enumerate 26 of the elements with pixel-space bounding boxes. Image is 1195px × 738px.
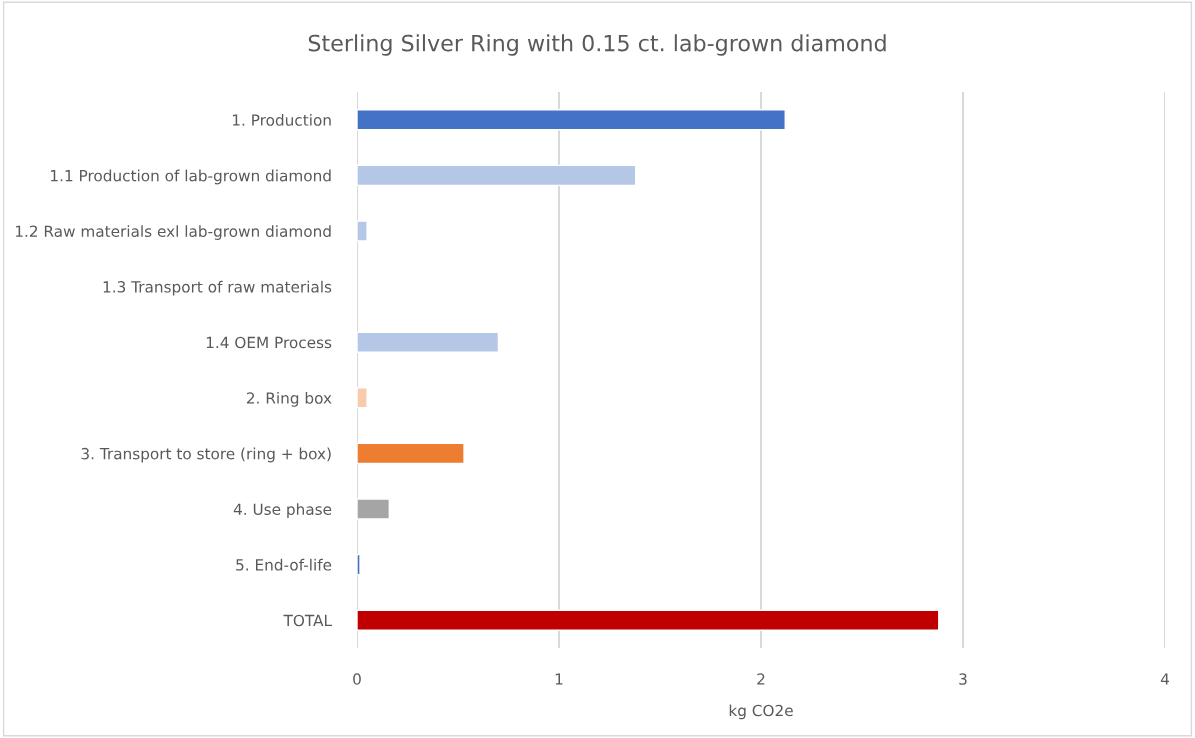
bar [357, 553, 361, 576]
bar [357, 220, 368, 242]
bar [357, 164, 637, 187]
bar [357, 331, 500, 353]
y-tick-label: 5. End-of-life [236, 558, 332, 571]
bar [357, 109, 786, 131]
x-tick-label: 2 [757, 673, 765, 685]
bar [357, 609, 940, 631]
bar [357, 387, 368, 409]
x-tick-label: 3 [959, 673, 967, 685]
x-tick-label: 1 [555, 673, 563, 685]
x-tick-label: 0 [353, 673, 361, 685]
y-tick-label: 2. Ring box [246, 392, 332, 407]
y-tick-label: 3. Transport to store (ring + box) [81, 447, 331, 463]
chart-title: Sterling Silver Ring with 0.15 ct. lab-grown diamond [308, 34, 886, 56]
y-tick-label: 1.4 OEM Process [206, 336, 332, 349]
y-tick-label: 1. Production [232, 114, 331, 126]
y-tick-label: 1.3 Transport of raw materials [103, 280, 332, 296]
x-tick-label: 4 [1160, 673, 1169, 685]
y-tick-label: 4. Use phase [233, 503, 332, 518]
y-tick-label: 1.2 Raw materials exl lab-grown diamond [15, 225, 331, 240]
x-axis-title: kg CO2e [729, 704, 793, 720]
bar [357, 498, 391, 520]
y-tick-label: 1.1 Production of lab-grown diamond [51, 169, 331, 185]
bar [357, 442, 465, 465]
y-tick-label: TOTAL [283, 614, 332, 627]
